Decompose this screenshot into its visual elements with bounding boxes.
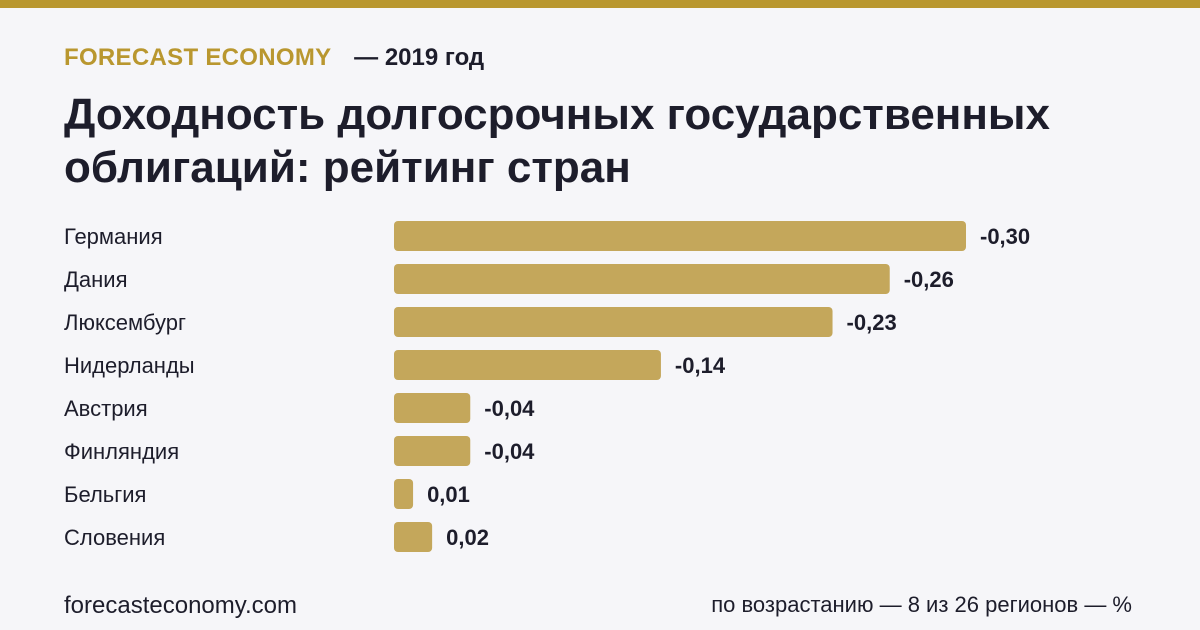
category-label: Дания <box>64 267 128 292</box>
header-year: — 2019 год <box>354 44 485 71</box>
bar <box>394 350 661 380</box>
bar <box>394 436 471 466</box>
footer-note: по возрастанию — 8 из 26 регионов — % <box>711 592 1132 617</box>
bar <box>394 479 414 509</box>
header: FORECAST ECONOMY — 2019 год <box>64 44 484 72</box>
category-label: Люксембург <box>64 310 186 335</box>
value-label: -0,04 <box>484 439 535 464</box>
bar <box>394 221 966 251</box>
value-label: -0,14 <box>675 353 726 378</box>
value-label: -0,26 <box>904 267 954 292</box>
value-label: -0,30 <box>980 224 1030 249</box>
value-label: -0,04 <box>484 396 535 421</box>
bar <box>394 264 890 294</box>
category-label: Нидерланды <box>64 353 195 378</box>
brand-name: FORECAST ECONOMY <box>64 44 332 71</box>
value-label: 0,02 <box>446 525 489 550</box>
value-label: 0,01 <box>427 482 470 507</box>
category-label: Австрия <box>64 396 148 421</box>
category-label: Финляндия <box>64 439 179 464</box>
bar <box>394 393 471 423</box>
category-label: Бельгия <box>64 482 146 507</box>
category-label: Германия <box>64 224 163 249</box>
top-accent-bar <box>0 0 1200 8</box>
category-label: Словения <box>64 525 165 550</box>
bar <box>394 307 833 337</box>
bar <box>394 522 433 552</box>
value-label: -0,23 <box>847 310 897 335</box>
footer-site: forecasteconomy.com <box>64 592 297 619</box>
chart-title: Доходность долгосрочных государственных … <box>64 90 1050 192</box>
